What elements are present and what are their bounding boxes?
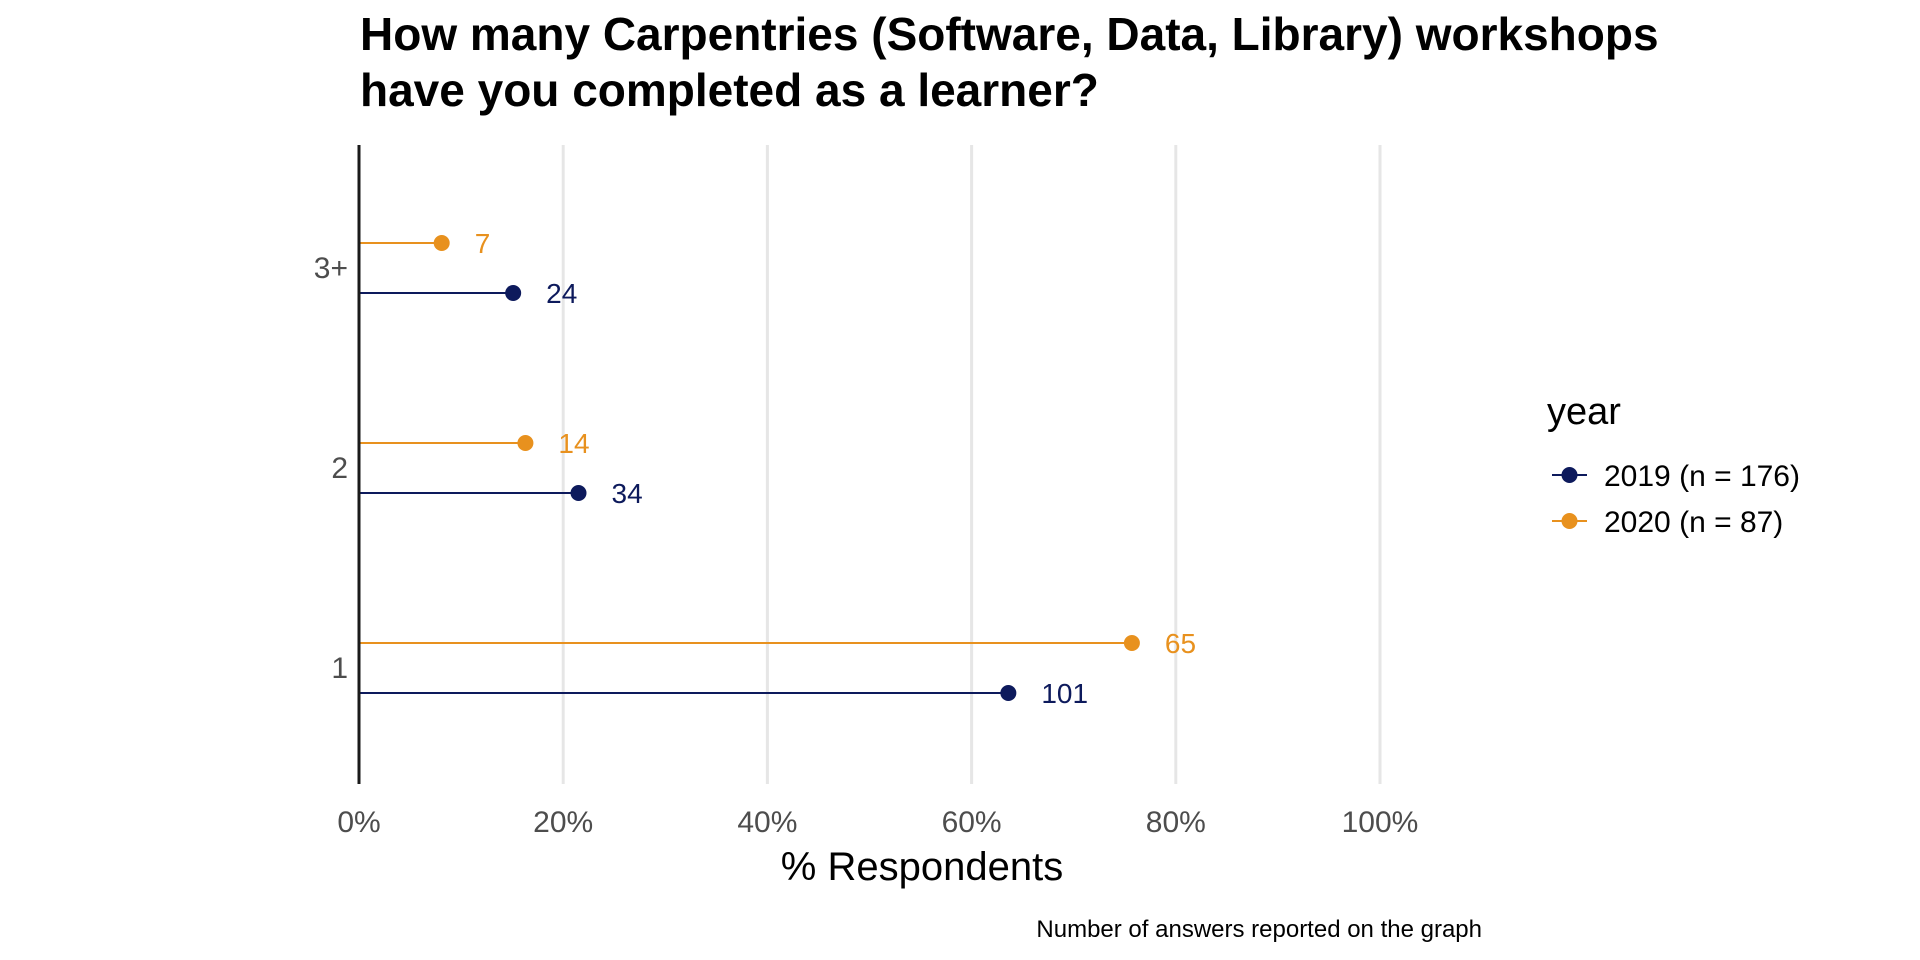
data-label: 65 — [1165, 628, 1196, 659]
y-axis-ticks: 1 2 3+ — [314, 252, 348, 685]
lollipop-point — [517, 435, 534, 451]
chart-title-line-2: have you completed as a learner? — [360, 64, 1099, 116]
data-label: 34 — [612, 478, 643, 509]
data-label: 24 — [546, 278, 577, 309]
x-axis-title: % Respondents — [781, 845, 1063, 889]
x-tick-label: 100% — [1342, 806, 1419, 839]
x-axis-ticks: 0% 20% 40% 60% 80% 100% — [337, 806, 1418, 839]
y-tick-label: 3+ — [314, 252, 348, 285]
x-tick-label: 80% — [1146, 806, 1206, 839]
lollipop-point — [433, 235, 450, 251]
lollipop-point — [505, 285, 522, 301]
y-tick-label: 2 — [331, 452, 348, 485]
x-tick-label: 60% — [942, 806, 1002, 839]
data-label: 101 — [1041, 678, 1088, 709]
lollipop-point — [1000, 685, 1017, 701]
x-tick-label: 0% — [337, 806, 380, 839]
x-tick-label: 40% — [737, 806, 797, 839]
legend-label: 2019 (n = 176) — [1604, 460, 1800, 493]
lollipop-point — [570, 485, 587, 501]
legend-key-point — [1561, 513, 1578, 529]
legend-key-point — [1561, 467, 1578, 483]
grid-lines — [561, 145, 1382, 784]
data-label: 7 — [475, 228, 491, 259]
plot-marks: 101 34 24 65 14 7 — [359, 228, 1196, 709]
lollipop-point — [1123, 635, 1140, 651]
chart-caption: Number of answers reported on the graph — [1036, 916, 1482, 943]
legend: year 2019 (n = 176) 2020 (n = 87) — [1547, 391, 1800, 539]
y-tick-label: 1 — [331, 652, 348, 685]
chart-title-line-1: How many Carpentries (Software, Data, Li… — [360, 8, 1659, 60]
legend-label: 2020 (n = 87) — [1604, 506, 1783, 539]
legend-title: year — [1547, 391, 1621, 433]
data-label: 14 — [558, 428, 589, 459]
x-tick-label: 20% — [533, 806, 593, 839]
